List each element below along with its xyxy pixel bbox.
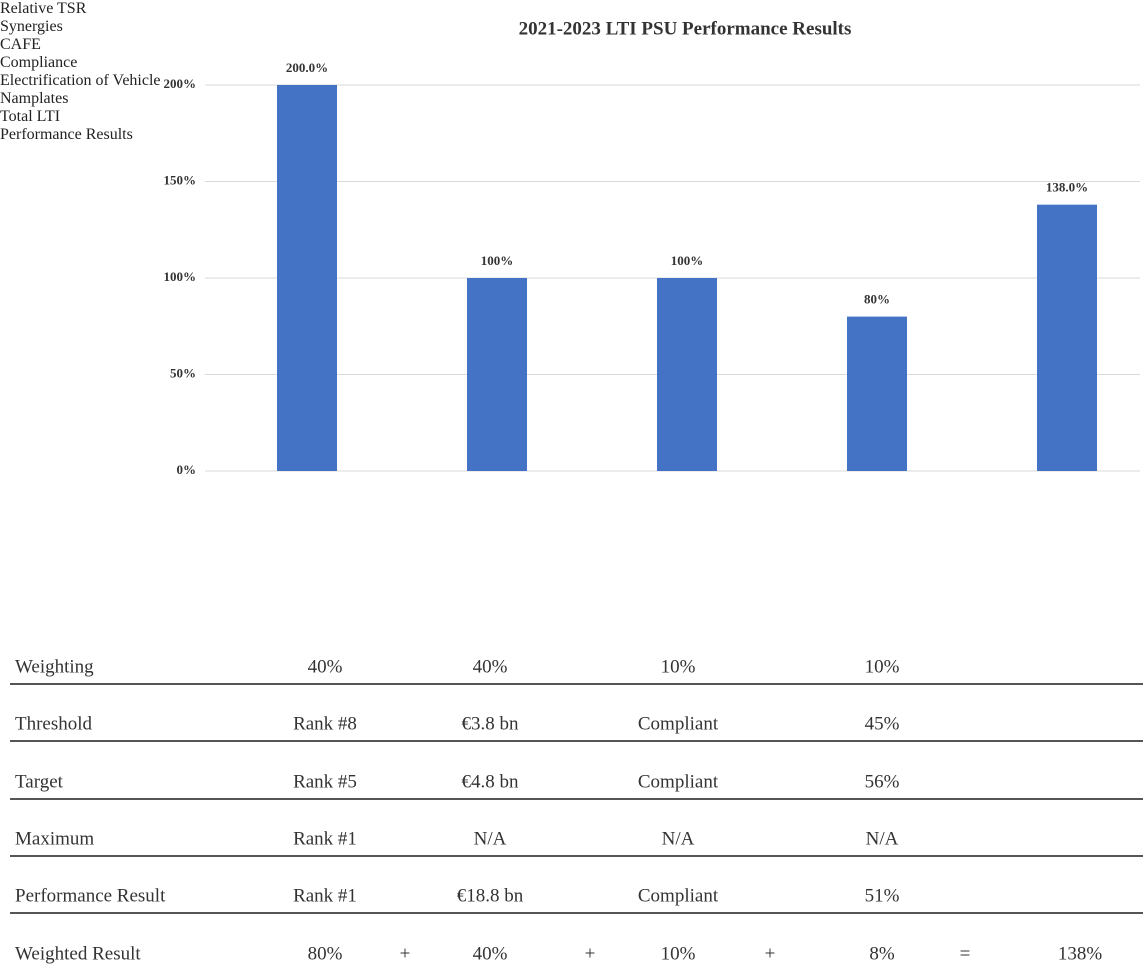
table-cell: 80% — [308, 943, 343, 964]
table-cell: 10% — [865, 656, 900, 677]
bar — [1037, 204, 1097, 471]
table-cell: N/A — [866, 828, 899, 849]
y-tick-label: 0% — [177, 462, 197, 477]
chart-title: 2021-2023 LTI PSU Performance Results — [519, 18, 852, 39]
table-cell: 40% — [473, 656, 508, 677]
row-label: Performance Result — [15, 885, 166, 906]
row-label: Maximum — [15, 828, 94, 849]
table-cell: + — [765, 943, 776, 964]
table-cell: 8% — [869, 943, 895, 964]
table-cell: + — [585, 943, 596, 964]
data-label: 200.0% — [286, 60, 328, 75]
table-cell: Compliant — [638, 885, 719, 906]
y-tick-label: 50% — [170, 365, 196, 380]
x-tick-label: Total LTI Performance Results — [0, 108, 133, 143]
table-cell: 40% — [308, 656, 343, 677]
data-label: 138.0% — [1046, 180, 1088, 195]
table-cell: Rank #1 — [293, 828, 357, 849]
table-cell: Compliant — [638, 771, 719, 792]
row-label: Weighting — [15, 656, 94, 677]
x-tick-label: Relative TSR — [0, 0, 87, 17]
row-label: Threshold — [15, 713, 93, 734]
table-cell: 10% — [661, 656, 696, 677]
bar — [467, 278, 527, 471]
table-cell: 56% — [865, 771, 900, 792]
bar — [847, 316, 907, 471]
row-label: Target — [15, 771, 64, 792]
table-cell: N/A — [474, 828, 507, 849]
table-cell: €18.8 bn — [457, 885, 524, 906]
table-cell: Compliant — [638, 713, 719, 734]
table-cell: Rank #5 — [293, 771, 357, 792]
table-cell: 45% — [865, 713, 900, 734]
table-cell: N/A — [662, 828, 695, 849]
table-cell: 10% — [661, 943, 696, 964]
data-label: 80% — [864, 292, 890, 307]
table-cell: + — [400, 943, 411, 964]
y-tick-label: 100% — [164, 269, 197, 284]
x-tick-label: Synergies — [0, 18, 63, 35]
table-cell: €4.8 bn — [462, 771, 520, 792]
row-label: Weighted Result — [15, 943, 141, 964]
x-tick-label: CAFE Compliance — [0, 36, 78, 71]
table-cell: Rank #1 — [293, 885, 357, 906]
y-tick-label: 200% — [164, 76, 197, 91]
x-tick-label: Electrification of Vehicle Namplates — [0, 72, 161, 107]
table-cell: 138% — [1058, 943, 1103, 964]
data-label: 100% — [481, 253, 514, 268]
table-cell: = — [960, 943, 971, 964]
y-tick-label: 150% — [164, 172, 197, 187]
table-cell: 40% — [473, 943, 508, 964]
table-cell: €3.8 bn — [462, 713, 520, 734]
bar — [657, 278, 717, 471]
data-label: 100% — [671, 253, 704, 268]
table-cell: Rank #8 — [293, 713, 357, 734]
table-cell: 51% — [865, 885, 900, 906]
bar — [277, 85, 337, 471]
